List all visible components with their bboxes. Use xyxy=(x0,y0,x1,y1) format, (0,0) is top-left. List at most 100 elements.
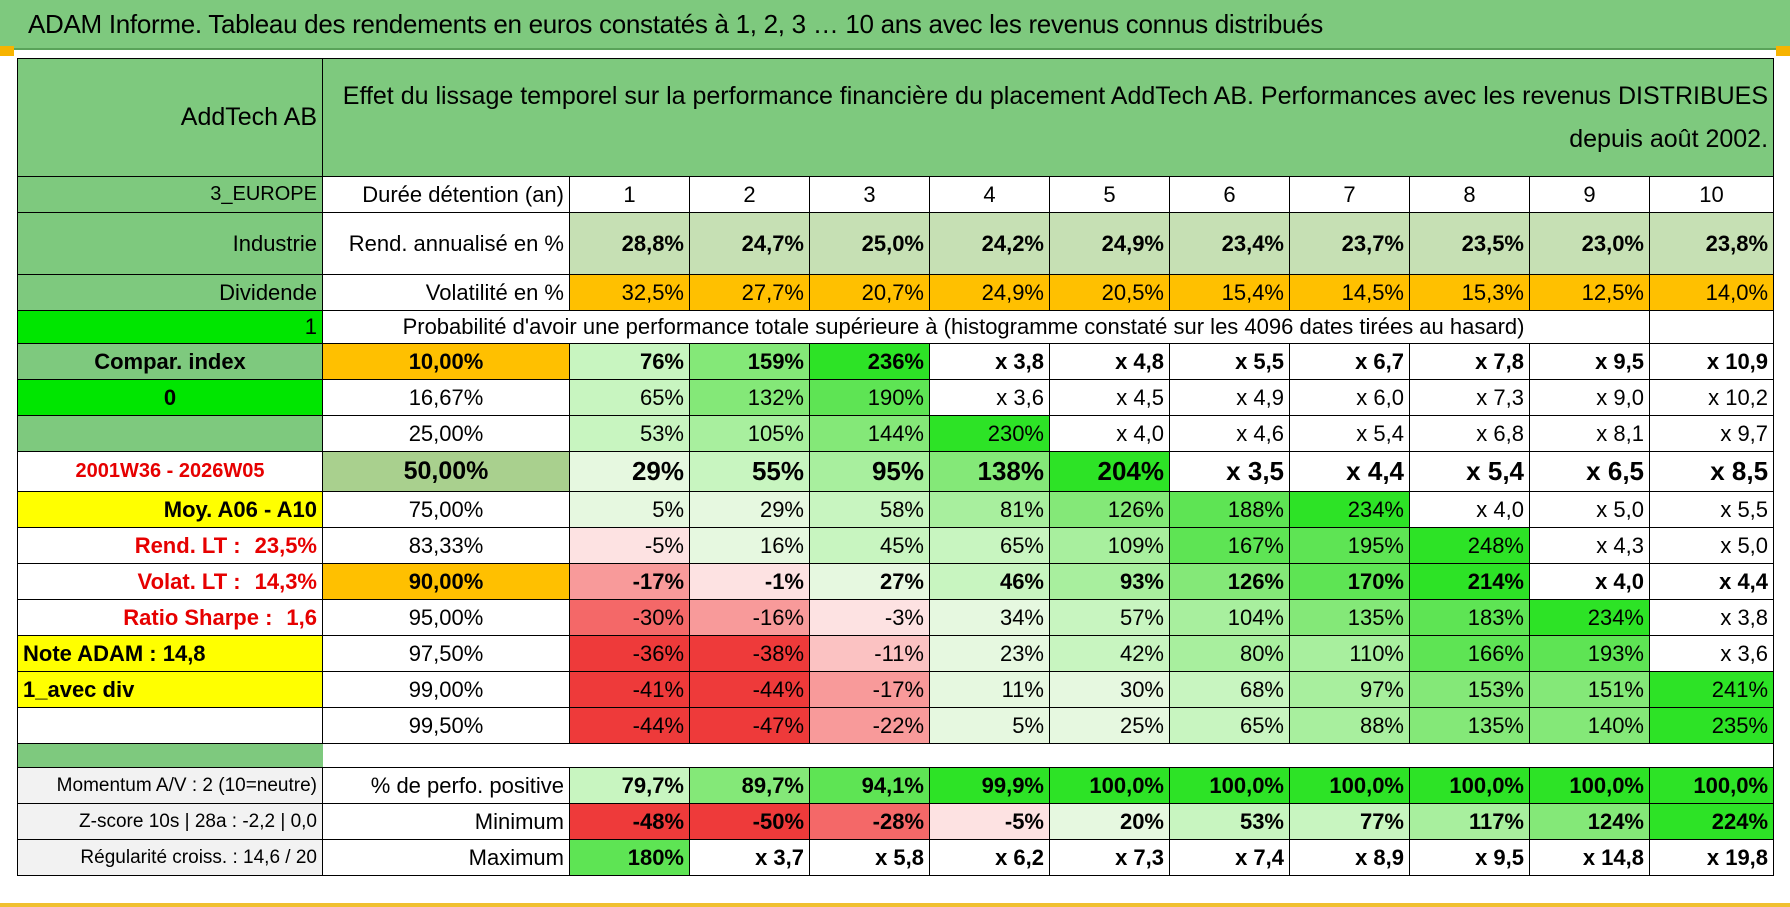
long-term-return-value: 23,5% xyxy=(254,532,317,558)
stats-value: 100,0% xyxy=(1289,767,1410,804)
volatility-value: 12,5% xyxy=(1529,274,1650,311)
volatility-value: 24,9% xyxy=(929,274,1050,311)
probability-value: 234% xyxy=(1289,491,1410,528)
sharpe-ratio-label: Ratio Sharpe : xyxy=(123,604,273,630)
stats-value: x 9,5 xyxy=(1409,839,1530,876)
sharpe-ratio-value: 1,6 xyxy=(286,604,317,630)
probability-threshold: 99,50% xyxy=(322,707,570,744)
probability-threshold: 95,00% xyxy=(322,599,570,636)
probability-value: -30% xyxy=(569,599,690,636)
zscore-label: Z-score 10s | 28a : -2,2 | 0,0 xyxy=(17,803,323,840)
annualized-return-value: 24,2% xyxy=(929,212,1050,275)
probability-value: 234% xyxy=(1529,599,1650,636)
probability-value: x 4,4 xyxy=(1289,451,1410,492)
year-header: 4 xyxy=(929,176,1050,213)
probability-row: 25,00% 53% 105% 144% 230% x 4,0 x 4,6 x 5,4 x 6,… xyxy=(17,415,1775,452)
stats-row: Momentum A/V : 2 (10=neutre)% de perfo. … xyxy=(17,767,1775,804)
stats-value: 94,1% xyxy=(809,767,930,804)
stats-value: x 19,8 xyxy=(1648,839,1775,876)
probability-value: 53% xyxy=(569,415,690,452)
probability-value: 42% xyxy=(1049,635,1170,672)
probability-value: 65% xyxy=(929,527,1050,564)
long-term-return-label: Rend. LT : xyxy=(134,532,241,558)
dividend-mode: 1_avec div xyxy=(17,671,323,708)
probability-value: x 4,0 xyxy=(1529,563,1650,600)
empty-green-cell xyxy=(17,415,323,452)
probability-value: 27% xyxy=(809,563,930,600)
probability-value: x 4,9 xyxy=(1169,379,1290,416)
annualized-return-value: 23,7% xyxy=(1289,212,1410,275)
stats-value: -48% xyxy=(569,803,690,840)
probability-value: x 3,8 xyxy=(1648,599,1775,636)
probability-value: 204% xyxy=(1049,451,1170,492)
probability-value: x 4,4 xyxy=(1648,563,1775,600)
duration-label: Durée détention (an) xyxy=(322,176,570,213)
annualized-return-value: 24,7% xyxy=(689,212,810,275)
probability-value: 5% xyxy=(929,707,1050,744)
stats-value: 53% xyxy=(1169,803,1290,840)
probability-value: 55% xyxy=(689,451,810,492)
separator-row xyxy=(17,743,1775,768)
probability-value: 188% xyxy=(1169,491,1290,528)
probability-value: 195% xyxy=(1289,527,1410,564)
probability-value: 153% xyxy=(1409,671,1530,708)
long-term-volatility: Volat. LT : 14,3% xyxy=(17,563,323,600)
probability-value: x 9,0 xyxy=(1529,379,1650,416)
probability-value: x 5,5 xyxy=(1169,343,1290,380)
empty-cell xyxy=(1529,310,1650,344)
probability-value: 25% xyxy=(1049,707,1170,744)
probability-threshold: 10,00% xyxy=(322,343,570,380)
stats-value: x 3,7 xyxy=(689,839,810,876)
year-header: 3 xyxy=(809,176,930,213)
volatility-label: Volatilité en % xyxy=(322,274,570,311)
volatility-value: 20,7% xyxy=(809,274,930,311)
stats-value: -28% xyxy=(809,803,930,840)
probability-value: 58% xyxy=(809,491,930,528)
probability-threshold: 99,00% xyxy=(322,671,570,708)
probability-value: 29% xyxy=(569,451,690,492)
stats-value: x 7,3 xyxy=(1049,839,1170,876)
dividend-label: Dividende xyxy=(17,274,323,311)
separator-empty xyxy=(322,743,1775,768)
adam-note: Note ADAM : 14,8 xyxy=(17,635,323,672)
corner-marker-right xyxy=(1776,46,1790,56)
probability-value: 144% xyxy=(809,415,930,452)
probability-value: x 6,5 xyxy=(1529,451,1650,492)
stats-row: Z-score 10s | 28a : -2,2 | 0,0 Minimum -48… xyxy=(17,803,1775,840)
volatility-value: 14,0% xyxy=(1648,274,1775,311)
header-row: AddTech AB Effet du lissage temporel sur… xyxy=(17,58,1775,177)
probability-value: 5% xyxy=(569,491,690,528)
probability-row: 2001W36 - 2026W05 50,00% 29% 55% 95% 138% 204%… xyxy=(17,451,1775,492)
probability-value: x 8,5 xyxy=(1648,451,1775,492)
probability-value: 93% xyxy=(1049,563,1170,600)
probability-row: 99,50% -44% -47% -22% 5% 25% 65% 88% 135% 140% 235… xyxy=(17,707,1775,744)
probability-value: x 9,5 xyxy=(1529,343,1650,380)
probability-value: 241% xyxy=(1648,671,1775,708)
probability-value: x 5,4 xyxy=(1289,415,1410,452)
probability-value: 68% xyxy=(1169,671,1290,708)
stats-value: x 8,9 xyxy=(1289,839,1410,876)
probability-value: 183% xyxy=(1409,599,1530,636)
probability-title-row: 1 Probabilité d'avoir une performance to… xyxy=(17,310,1775,344)
probability-row: Compar. index 10,00% 76% 159% 236% x 3,8 x 4,8… xyxy=(17,343,1775,380)
probability-value: 76% xyxy=(569,343,690,380)
probability-value: 109% xyxy=(1049,527,1170,564)
year-header: 5 xyxy=(1049,176,1170,213)
probability-threshold: 75,00% xyxy=(322,491,570,528)
probability-value: 95% xyxy=(809,451,930,492)
probability-row: Volat. LT : 14,3% 90,00% -17% -1% 27% 46% 93% 12… xyxy=(17,563,1775,600)
regularity-label: Régularité croiss. : 14,6 / 20 xyxy=(17,839,323,876)
probability-threshold: 50,00% xyxy=(322,451,570,492)
probability-title: Probabilité d'avoir une performance tota… xyxy=(322,310,1530,344)
probability-value: 46% xyxy=(929,563,1050,600)
report-title: ADAM Informe. Tableau des rendements en … xyxy=(28,9,1324,39)
probability-value: -11% xyxy=(809,635,930,672)
stats-value: x 5,8 xyxy=(809,839,930,876)
probability-value: 126% xyxy=(1169,563,1290,600)
sharpe-ratio: Ratio Sharpe : 1,6 xyxy=(17,599,323,636)
probability-value: -17% xyxy=(809,671,930,708)
annualized-return-value: 25,0% xyxy=(809,212,930,275)
region-label: 3_EUROPE xyxy=(17,176,323,213)
probability-value: x 4,5 xyxy=(1049,379,1170,416)
probability-value: -38% xyxy=(689,635,810,672)
